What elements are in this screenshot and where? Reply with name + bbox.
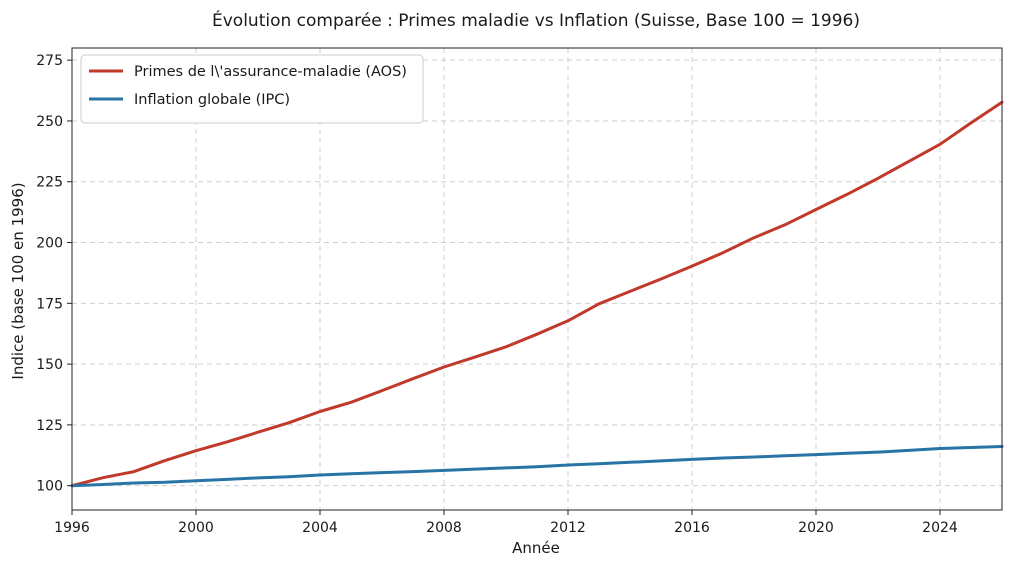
series-layer [70,100,1004,488]
x-axis-label: Année [512,539,560,557]
y-tick-label: 150 [36,357,63,373]
series-line-2 [70,445,1004,488]
y-tick-label: 225 [36,175,63,191]
legend-box [80,54,424,124]
y-tick-label: 200 [36,236,63,252]
x-tick-label: 2020 [798,520,834,536]
y-tick-label: 275 [36,53,63,69]
x-tick-label: 2016 [674,520,710,536]
x-axis: 1996 2000 2004 2008 2012 2016 2020 2024 [54,510,958,536]
legend-label: Inflation globale (IPC) [134,92,290,108]
x-tick-label: 2000 [178,520,214,536]
x-tick-label: 2004 [302,520,338,536]
series-line-1 [70,100,1004,488]
y-axis-label: Indice (base 100 en 1996) [9,182,27,379]
legend-label: Primes de l\'assurance-maladie (AOS) [134,64,407,80]
legend: Primes de l\'assurance-maladie (AOS) Infl… [80,54,424,124]
x-tick-label: 2012 [550,520,586,536]
y-tick-label: 100 [36,479,63,495]
y-axis: 100 125 150 175 200 225 250 275 [36,53,72,495]
x-tick-label: 2024 [922,520,958,536]
y-tick-label: 125 [36,418,63,434]
chart-title: Évolution comparée : Primes maladie vs I… [212,9,860,31]
y-tick-label: 175 [36,296,63,312]
plot-frame [71,47,1003,511]
y-tick-label: 250 [36,114,63,130]
x-tick-label: 1996 [54,520,90,536]
x-tick-label: 2008 [426,520,462,536]
